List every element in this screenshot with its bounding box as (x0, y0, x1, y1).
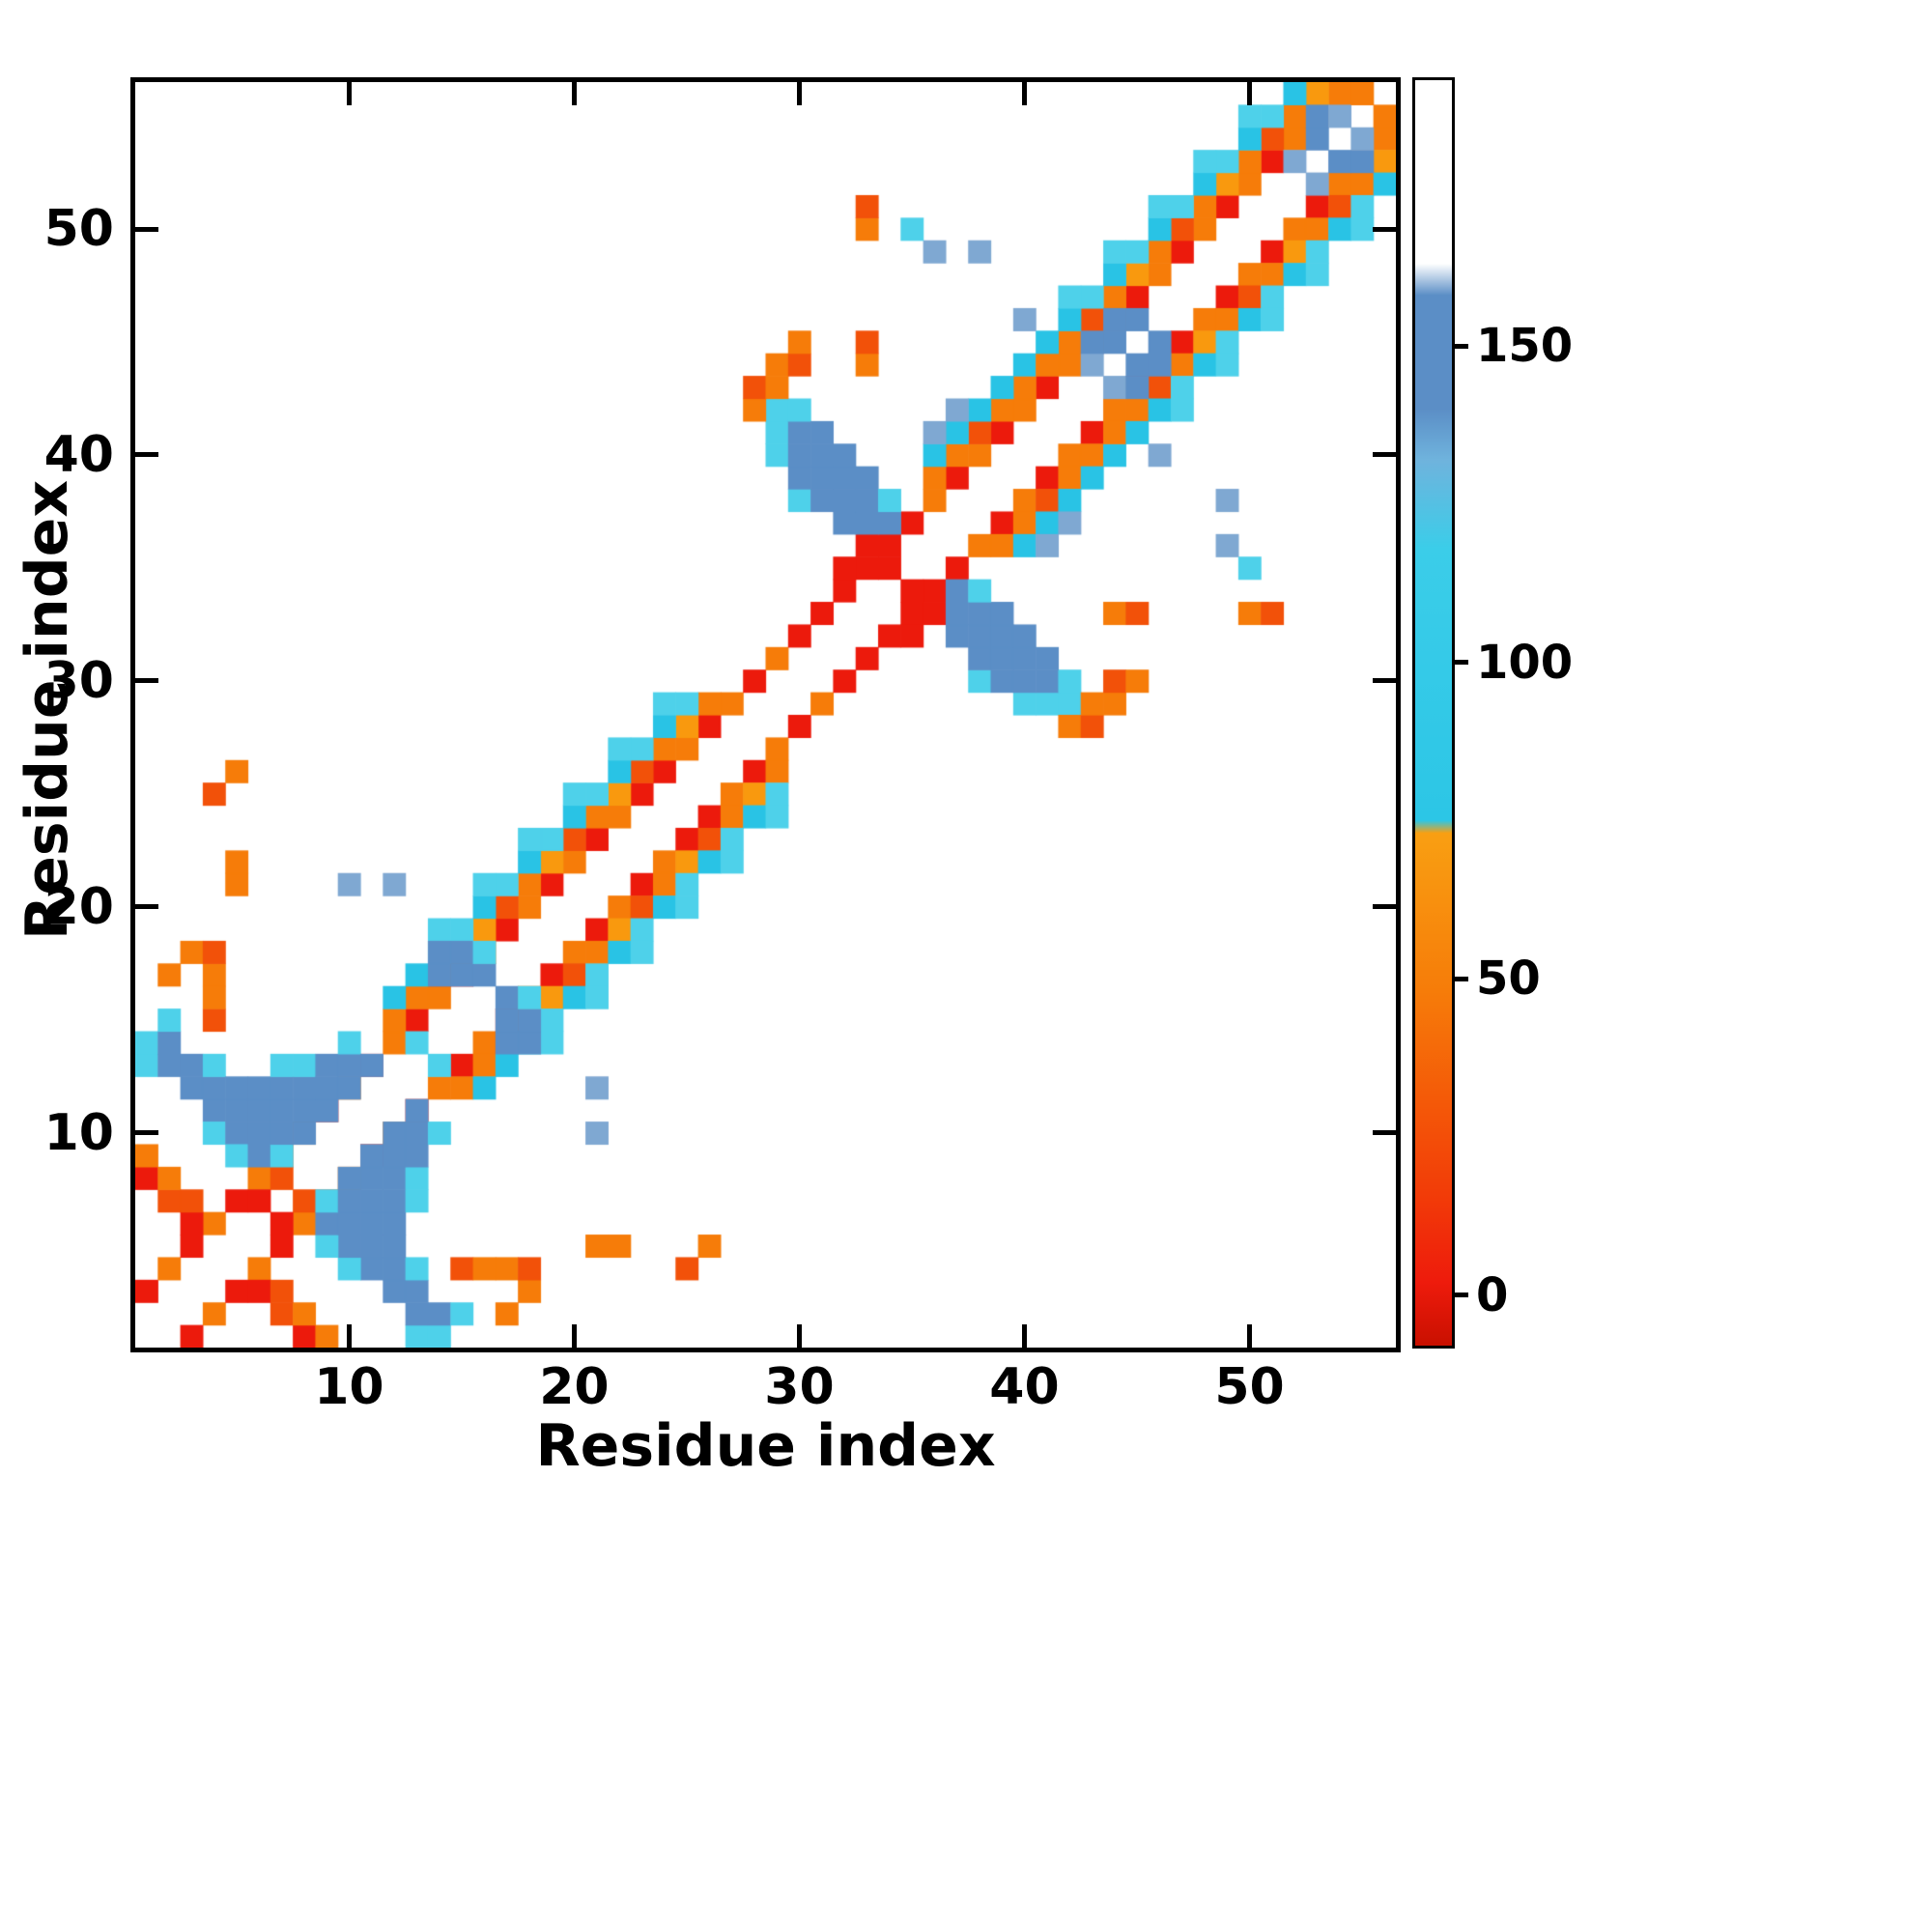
x-tick-mark (571, 82, 577, 105)
colorbar-tick-mark (1455, 1293, 1468, 1298)
x-tick-mark (346, 82, 352, 105)
x-tick-label: 30 (764, 1358, 835, 1416)
x-tick-label: 20 (539, 1358, 610, 1416)
colorbar-tick-mark (1455, 976, 1468, 981)
colorbar-tick-mark (1455, 660, 1468, 666)
y-tick-mark (1373, 226, 1396, 232)
y-tick-mark (1373, 1130, 1396, 1136)
x-tick-mark (1021, 82, 1027, 105)
x-tick-label: 40 (989, 1358, 1060, 1416)
x-tick-mark (796, 1324, 802, 1348)
x-tick-mark (1247, 1324, 1253, 1348)
colorbar-tick-mark (1455, 343, 1468, 349)
y-tick-mark (1373, 904, 1396, 910)
y-tick-mark (1373, 452, 1396, 458)
colorbar-tick-label: 100 (1476, 635, 1574, 690)
y-tick-mark (135, 904, 158, 910)
x-tick-mark (796, 82, 802, 105)
x-tick-mark (1021, 1324, 1027, 1348)
y-tick-label: 40 (43, 425, 114, 484)
heatmap-plot (130, 77, 1401, 1352)
y-tick-label: 20 (43, 877, 114, 936)
colorbar-tick-label: 150 (1476, 319, 1574, 374)
y-tick-mark (135, 1130, 158, 1136)
x-tick-mark (346, 1324, 352, 1348)
colorbar-tick-label: 50 (1476, 952, 1541, 1007)
contact-map-canvas (135, 82, 1396, 1348)
y-tick-mark (135, 678, 158, 684)
y-tick-label: 10 (43, 1103, 114, 1162)
y-tick-label: 30 (43, 651, 114, 710)
x-tick-mark (1247, 82, 1253, 105)
colorbar-gradient (1415, 80, 1452, 1346)
y-tick-label: 50 (43, 200, 114, 259)
y-tick-mark (135, 452, 158, 458)
colorbar (1412, 77, 1455, 1349)
x-tick-label: 50 (1214, 1358, 1285, 1416)
x-axis-label: Residue index (535, 1412, 996, 1480)
y-tick-mark (1373, 678, 1396, 684)
y-tick-mark (135, 226, 158, 232)
colorbar-tick-label: 0 (1476, 1267, 1509, 1322)
x-tick-label: 10 (314, 1358, 384, 1416)
x-tick-mark (571, 1324, 577, 1348)
